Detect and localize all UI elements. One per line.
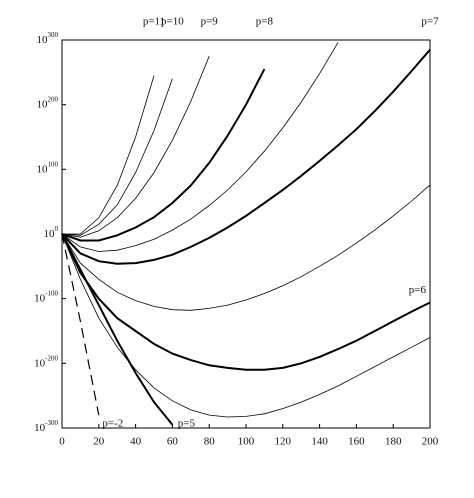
x-tick-label: 80 xyxy=(204,436,216,448)
y-tick-label: 10-300 xyxy=(34,419,58,434)
curve xyxy=(61,233,174,426)
x-tick-label: 140 xyxy=(311,436,328,448)
curve-label: p=8 xyxy=(256,16,274,28)
curve-label: p=9 xyxy=(201,16,219,28)
curve xyxy=(61,78,173,236)
curve xyxy=(61,233,100,416)
curve-label: p=7 xyxy=(421,16,439,28)
x-tick-label: 60 xyxy=(167,436,179,448)
curve xyxy=(62,75,155,235)
curve-label: p=11 xyxy=(143,16,165,28)
x-tick-label: 100 xyxy=(238,436,255,448)
y-tick-label: 10100 xyxy=(37,160,59,175)
x-tick-label: 180 xyxy=(385,436,402,448)
x-tick-label: 40 xyxy=(130,436,142,448)
x-tick-label: 120 xyxy=(275,436,292,448)
x-tick-label: 0 xyxy=(59,436,65,448)
x-tick-label: 160 xyxy=(348,436,365,448)
curve xyxy=(61,233,431,418)
x-tick-label: 200 xyxy=(422,436,439,448)
curve xyxy=(61,49,431,265)
y-tick-label: 10-200 xyxy=(34,354,58,369)
curve-label: p=-2 xyxy=(102,418,123,430)
x-tick-label: 20 xyxy=(93,436,105,448)
curve-label: p=10 xyxy=(161,16,184,28)
y-tick-label: 10300 xyxy=(37,31,59,46)
curve xyxy=(61,56,210,238)
curve-label: p=5 xyxy=(178,418,196,430)
curve xyxy=(61,184,431,311)
y-tick-label: 100 xyxy=(44,225,59,240)
curve xyxy=(61,42,339,252)
curve xyxy=(61,233,431,371)
y-tick-label: 10-100 xyxy=(34,289,58,304)
curve-label: p=6 xyxy=(409,284,427,296)
y-tick-label: 10200 xyxy=(37,95,59,110)
curve xyxy=(61,68,266,242)
